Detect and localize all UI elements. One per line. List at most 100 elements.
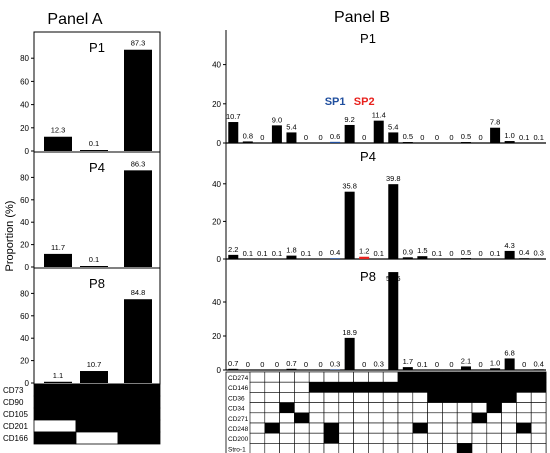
phenotype-cell — [427, 443, 443, 453]
phenotype-cell — [264, 402, 280, 414]
data-label: 0 — [275, 360, 279, 369]
phenotype-cell — [75, 431, 119, 445]
phenotype-cell — [323, 432, 340, 444]
y-tick-label: 0 — [25, 379, 30, 388]
y-tick-label: 80 — [20, 289, 29, 298]
bar-p4-13 — [402, 257, 413, 259]
phenotype-cell — [516, 432, 532, 444]
data-label: 2.2 — [228, 245, 238, 254]
data-label: 0 — [449, 133, 453, 142]
phenotype-cell — [249, 432, 266, 444]
data-label: 57.6 — [386, 274, 401, 283]
data-label: 0.1 — [432, 249, 442, 258]
phenotype-cell — [456, 422, 473, 434]
phenotype-cell — [501, 412, 517, 424]
data-label: 4.3 — [504, 241, 514, 250]
phenotype-cell — [279, 422, 295, 434]
phenotype-cell — [382, 412, 399, 424]
phenotype-cell — [442, 443, 458, 453]
data-label: 84.8 — [131, 288, 146, 297]
phenotype-cell — [368, 402, 384, 414]
y-tick-label: 0 — [25, 147, 30, 156]
data-label: 0 — [478, 133, 482, 142]
bar-p4-9 — [344, 191, 355, 259]
data-label: 0.1 — [534, 133, 544, 142]
phenotype-cell — [442, 412, 458, 424]
data-label: 0.1 — [257, 249, 267, 258]
phenotype-cell — [427, 412, 443, 424]
phenotype-cell — [294, 412, 310, 424]
y-tick-label: 20 — [212, 217, 221, 226]
phenotype-cell — [530, 392, 547, 403]
data-label: 0 — [318, 133, 322, 142]
data-label: 0 — [362, 360, 366, 369]
phenotype-cell — [456, 371, 473, 383]
bar-p8-13 — [402, 367, 413, 370]
highlight-label-sp1: SP1 — [325, 96, 346, 108]
data-label: 6.8 — [504, 348, 514, 357]
bar-p4-17 — [461, 258, 471, 259]
data-label: 9.0 — [272, 115, 282, 124]
y-tick-label: 20 — [212, 332, 221, 341]
phenotype-cell — [412, 432, 428, 444]
bar-p1-8 — [330, 141, 341, 143]
phenotype-cell — [471, 443, 488, 453]
y-tick-label: 0 — [217, 255, 222, 264]
phenotype-cell — [279, 381, 295, 393]
phenotype-cell — [486, 432, 502, 444]
phenotype-cell — [368, 412, 384, 424]
bar-p8-9 — [344, 337, 355, 370]
marker-label: CD90 — [3, 398, 24, 407]
bar-p1-11 — [373, 120, 384, 143]
data-label: 18.9 — [342, 328, 357, 337]
phenotype-cell — [427, 371, 443, 383]
phenotype-cell — [530, 371, 547, 383]
bar-p1-12 — [388, 132, 399, 143]
phenotype-cell — [308, 381, 325, 393]
y-tick-label: 20 — [20, 357, 29, 366]
phenotype-cell — [530, 443, 547, 453]
y-tick-label: 60 — [20, 77, 29, 86]
data-label: 1.2 — [359, 247, 369, 256]
phenotype-cell — [397, 381, 414, 393]
phenotype-cell — [249, 392, 266, 403]
marker-label: CD73 — [3, 386, 24, 395]
y-tick-label: 0 — [25, 263, 30, 272]
data-label: 0 — [260, 360, 264, 369]
phenotype-cell — [382, 371, 399, 383]
phenotype-cell — [397, 412, 414, 424]
panel-a-subplot-p4: P4 0 20 40 60 80 11.7 0.1 86.3 — [20, 151, 161, 272]
phenotype-cell — [516, 392, 532, 403]
bar-p8-8 — [330, 369, 341, 370]
data-label: 0 — [478, 360, 482, 369]
data-label: 0.9 — [403, 247, 413, 256]
phenotype-cell — [264, 392, 280, 403]
phenotype-cell — [117, 407, 161, 421]
phenotype-cell — [397, 371, 414, 383]
phenotype-cell — [516, 402, 532, 414]
phenotype-cell — [308, 402, 325, 414]
data-label: 0 — [304, 133, 308, 142]
phenotype-cell — [294, 371, 310, 383]
phenotype-cell — [442, 402, 458, 414]
phenotype-cell — [338, 422, 354, 434]
data-label: 0 — [246, 360, 250, 369]
phenotype-cell — [397, 443, 414, 453]
phenotype-cell — [501, 392, 517, 403]
bar-p8-17 — [461, 366, 471, 370]
bar-p1-2 — [80, 150, 108, 151]
bar-p4-1 — [228, 254, 239, 259]
phenotype-cell — [471, 432, 488, 444]
bar-p8-2 — [80, 371, 108, 383]
phenotype-cell — [294, 381, 310, 393]
subplot-title: P8 — [89, 276, 105, 291]
data-label: 1.1 — [53, 371, 63, 380]
data-label: 9.2 — [344, 115, 354, 124]
bar-p8-3 — [124, 299, 152, 383]
phenotype-cell — [471, 371, 488, 383]
subplot-title: P8 — [360, 269, 376, 284]
phenotype-cell — [486, 443, 502, 453]
phenotype-cell — [456, 381, 473, 393]
bar-p8-12 — [388, 272, 399, 370]
